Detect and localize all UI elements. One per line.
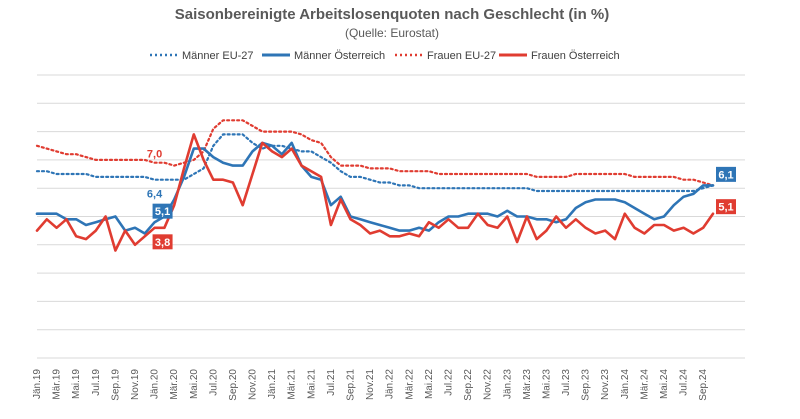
chart-title: Saisonbereinigte Arbeitslosenquoten nach… [175,6,610,23]
legend-item-frauen-at: Frauen Österreich [499,50,620,62]
x-tick-label: Sep.20 [228,369,239,401]
legend-label-frauen-eu: Frauen EU-27 [427,50,496,62]
x-tick-label: Jän.22 [385,369,396,399]
legend-label-maenner-eu: Männer EU-27 [182,50,254,62]
series-line-1 [35,141,715,235]
x-tick-label: Sep.24 [698,369,709,401]
chart-subtitle: (Quelle: Eurostat) [345,26,439,40]
x-tick-label: Jul.24 [679,369,690,396]
x-tick-label: Jul.20 [208,369,219,396]
x-tick-label: Jän.23 [502,369,513,399]
x-tick-label: Sep.21 [346,369,357,401]
annotation-box [716,166,736,182]
annotation-label: 5,1 [718,202,733,214]
legend-label-frauen-at: Frauen Österreich [531,50,620,62]
x-tick-label: Nov.20 [248,369,259,400]
x-tick-label: Mai.21 [306,369,317,399]
x-tick-label: Nov.23 [600,369,611,400]
x-tick-label: Mai.22 [424,369,435,399]
x-tick-label: Sep.22 [463,369,474,401]
series-line-3 [35,133,715,252]
x-tick-label: Jul.23 [561,369,572,396]
annotations: 7,0 6,4 5,1 3,8 6,1 5,1 [147,149,736,250]
annotation-label: 7,0 [147,149,162,161]
x-tick-label: Jän.24 [620,369,631,399]
annotation-label: 5,1 [155,206,170,218]
x-tick-label: Nov.21 [365,369,376,400]
annotation-label: 6,1 [718,169,733,181]
x-tick-label: Mär.21 [287,369,298,400]
x-tick-label: Mär.22 [404,369,415,400]
x-tick-label: Jul.22 [443,369,454,396]
x-tick-label: Jän.21 [267,369,278,399]
annotation-box [152,234,173,250]
x-tick-label: Mär.19 [52,369,63,400]
legend-item-frauen-eu: Frauen EU-27 [395,50,496,62]
x-tick-label: Jän.19 [32,369,43,399]
legend-item-maenner-at: Männer Österreich [262,50,385,62]
x-tick-label: Mai.20 [189,369,200,399]
x-axis: Jän.19 Mär.19 Mai.19 Jul.19 Sep.19 Nov.19 Jän.… [32,369,709,401]
x-tick-label: Mai.23 [541,369,552,399]
series-line-0 [35,133,715,193]
x-tick-label: Mai.19 [71,369,82,399]
annotation-label: 3,8 [155,237,170,249]
x-tick-label: Jul.21 [326,369,337,396]
x-tick-label: Mär.24 [639,369,650,400]
x-tick-label: Nov.19 [130,369,141,400]
x-tick-label: Sep.19 [110,369,121,401]
x-tick-label: Mär.20 [169,369,180,400]
series-line-2 [35,119,715,187]
annotation-box [716,199,736,215]
x-tick-label: Nov.22 [483,369,494,400]
legend-label-maenner-at: Männer Österreich [294,50,385,62]
plot-area [35,119,715,252]
x-tick-label: Sep.23 [581,369,592,401]
legend-item-maenner-eu: Männer EU-27 [150,50,254,62]
gridlines [37,74,745,359]
x-tick-label: Mär.23 [522,369,533,400]
x-tick-label: Jän.20 [150,369,161,399]
x-tick-label: Jul.19 [91,369,102,396]
annotation-label: 6,4 [147,189,163,201]
legend: Männer EU-27 Männer Österreich Frauen EU… [150,50,620,62]
annotation-box [152,203,173,219]
x-tick-label: Mai.24 [659,369,670,399]
